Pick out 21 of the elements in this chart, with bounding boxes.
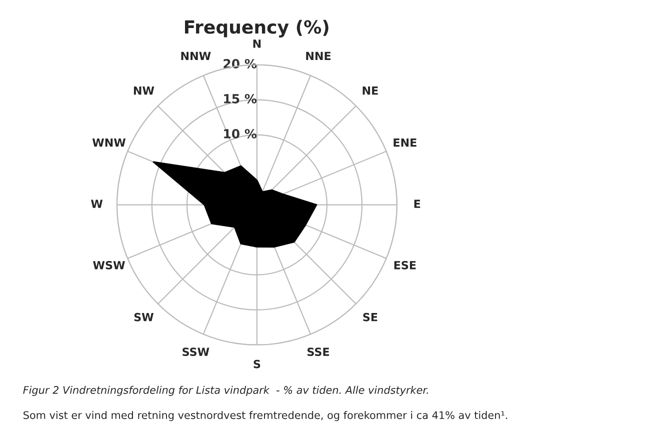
text: Som vist er vind med retning vestnordvest fremtredende, og forekommer i ca 41% av tiden¹. [24,411,508,422]
spoke-label: WNW [92,138,126,147]
spoke-label: SSW [182,348,210,356]
spoke-label: NNW [181,52,211,60]
y-tick-label: 10 % [224,129,257,138]
spoke-label: S [254,360,260,368]
y-tick-label: 15 % [224,94,257,104]
spoke-label: NW [134,86,154,95]
spoke-label: SE [363,312,378,322]
spoke-label: ESE [394,260,416,270]
spoke-label: SSE [307,348,329,356]
spoke-label: W [91,200,103,208]
spoke-label: NE [362,86,378,95]
spoke-label: E [414,200,420,208]
text: Figur 2 Vindretningsfordeling for Lista vindpark - % av tiden. Alle vindstyrker. [23,386,428,396]
spoke-label: SW [134,312,154,322]
spoke-label: WSW [93,260,125,270]
spoke-label: N [253,40,261,48]
chart-title: Frequency (%) [185,20,328,38]
spoke-label: NNE [306,52,331,60]
spoke-label: ENE [394,138,416,147]
